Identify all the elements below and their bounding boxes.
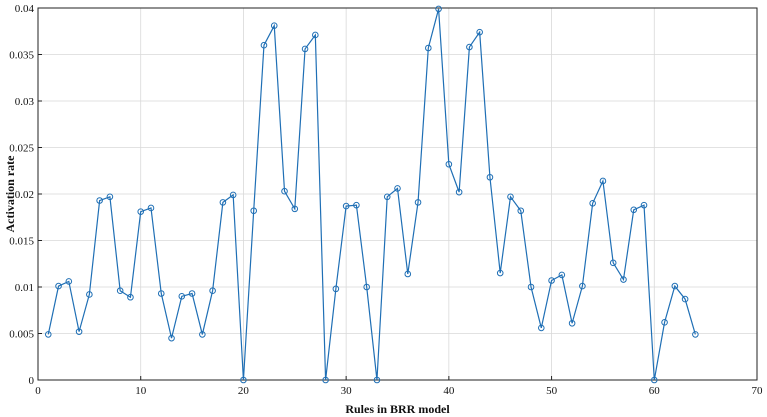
x-tick-label: 0 bbox=[35, 385, 41, 397]
x-tick-label: 50 bbox=[546, 385, 558, 397]
data-point bbox=[579, 282, 586, 290]
x-tick-label: 70 bbox=[752, 385, 764, 397]
data-point bbox=[548, 277, 555, 284]
data-point bbox=[650, 376, 658, 384]
data-point bbox=[589, 200, 596, 207]
y-tick-label: 0.015 bbox=[9, 236, 34, 248]
data-point bbox=[394, 185, 401, 192]
data-point bbox=[127, 293, 134, 301]
data-point bbox=[527, 283, 535, 291]
data-point bbox=[199, 331, 206, 338]
y-tick-label: 0 bbox=[29, 375, 35, 387]
data-point bbox=[270, 22, 278, 29]
data-point bbox=[609, 259, 617, 267]
data-point bbox=[558, 271, 566, 279]
data-point bbox=[260, 41, 268, 49]
data-point bbox=[383, 193, 391, 201]
data-point bbox=[404, 270, 412, 278]
x-tick-label: 40 bbox=[443, 385, 455, 397]
data-point bbox=[466, 43, 473, 51]
data-point bbox=[332, 285, 340, 293]
data-point bbox=[455, 188, 463, 196]
data-point bbox=[620, 276, 627, 283]
y-tick-label: 0.025 bbox=[9, 143, 34, 155]
y-tick-label: 0.005 bbox=[9, 329, 34, 341]
data-point bbox=[65, 278, 73, 285]
data-point bbox=[75, 328, 83, 335]
data-point bbox=[96, 197, 103, 204]
data-point bbox=[363, 283, 370, 291]
data-point bbox=[157, 290, 165, 297]
y-tick-labels: 0 0.005 0.01 0.015 0.02 0.025 0.03 0.035 0.04 bbox=[9, 3, 34, 387]
x-tick-label: 60 bbox=[649, 385, 661, 397]
x-tick-label: 30 bbox=[341, 385, 353, 397]
y-tick-label: 0.04 bbox=[15, 3, 35, 15]
data-point bbox=[661, 319, 668, 326]
data-point bbox=[55, 282, 62, 290]
data-point bbox=[168, 334, 175, 342]
data-point bbox=[353, 201, 360, 209]
data-point bbox=[291, 205, 299, 213]
series-line bbox=[47, 8, 696, 381]
data-point bbox=[44, 331, 52, 338]
x-axis-label: Rules in BRR model bbox=[345, 402, 450, 416]
data-point bbox=[568, 319, 576, 327]
data-point bbox=[414, 199, 422, 206]
data-point bbox=[322, 376, 329, 384]
data-point bbox=[435, 5, 442, 13]
data-point bbox=[692, 331, 699, 338]
data-point bbox=[106, 193, 114, 201]
y-axis-label: Activation rate bbox=[3, 155, 17, 233]
data-point bbox=[681, 295, 689, 303]
grid-lines bbox=[37, 7, 758, 381]
x-tick-labels: 0 10 20 30 40 50 60 70 bbox=[35, 385, 763, 397]
data-point bbox=[425, 44, 432, 52]
x-tick-label: 20 bbox=[238, 385, 250, 397]
data-point bbox=[486, 173, 494, 181]
y-tick-label: 0.02 bbox=[15, 189, 34, 201]
data-point bbox=[281, 187, 288, 195]
data-point bbox=[137, 208, 145, 215]
data-point bbox=[178, 293, 186, 300]
y-tick-label: 0.03 bbox=[15, 96, 35, 108]
data-point bbox=[538, 324, 545, 332]
data-point bbox=[373, 376, 381, 384]
data-point bbox=[116, 287, 124, 295]
data-point bbox=[229, 191, 237, 199]
data-point bbox=[86, 291, 93, 298]
data-point bbox=[312, 31, 319, 39]
data-point bbox=[240, 376, 247, 384]
data-point bbox=[219, 199, 227, 206]
series-markers bbox=[44, 5, 699, 384]
data-point bbox=[599, 177, 607, 185]
data-point bbox=[640, 201, 648, 209]
data-point bbox=[188, 290, 196, 297]
data-point bbox=[517, 207, 525, 215]
data-point bbox=[445, 160, 453, 168]
data-point bbox=[496, 269, 504, 277]
data-point bbox=[342, 202, 350, 210]
data-point bbox=[147, 204, 155, 212]
x-tick-label: 10 bbox=[135, 385, 147, 397]
data-point bbox=[630, 206, 638, 214]
data-point bbox=[507, 193, 514, 201]
data-point bbox=[301, 45, 309, 53]
data-point bbox=[476, 28, 483, 36]
y-tick-label: 0.035 bbox=[9, 50, 34, 62]
data-point bbox=[671, 282, 679, 290]
data-point bbox=[250, 207, 257, 215]
y-tick-label: 0.01 bbox=[15, 282, 34, 294]
data-point bbox=[209, 287, 216, 295]
